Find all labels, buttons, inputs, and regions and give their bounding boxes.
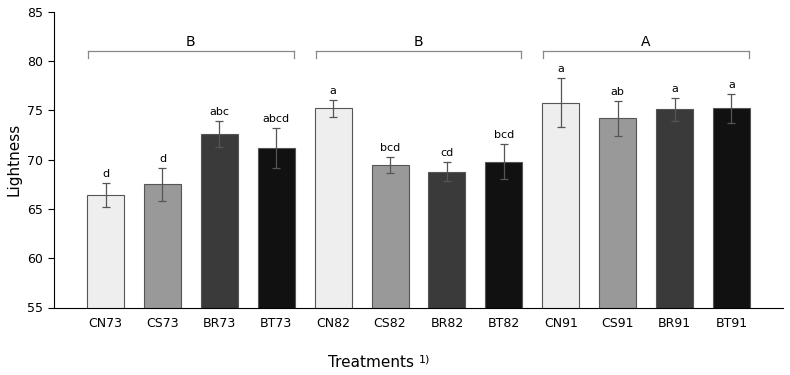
Text: abcd: abcd bbox=[263, 114, 290, 124]
Text: a: a bbox=[329, 86, 337, 96]
Bar bbox=[371, 165, 408, 375]
Bar bbox=[599, 118, 636, 375]
Bar bbox=[713, 108, 750, 375]
Text: d: d bbox=[102, 170, 109, 179]
Text: ab: ab bbox=[611, 87, 625, 97]
Text: a: a bbox=[728, 80, 735, 90]
Bar bbox=[87, 195, 124, 375]
Text: Treatments: Treatments bbox=[328, 355, 419, 370]
Text: d: d bbox=[159, 154, 166, 164]
Text: B: B bbox=[186, 35, 196, 50]
Bar bbox=[485, 162, 522, 375]
Bar bbox=[656, 110, 693, 375]
Bar bbox=[201, 134, 238, 375]
Bar bbox=[428, 171, 465, 375]
Bar bbox=[542, 103, 579, 375]
Text: a: a bbox=[671, 84, 678, 94]
Bar bbox=[314, 108, 352, 375]
Text: B: B bbox=[414, 35, 423, 50]
Text: bcd: bcd bbox=[380, 143, 401, 153]
Text: A: A bbox=[641, 35, 651, 50]
Bar bbox=[144, 184, 181, 375]
Text: 1): 1) bbox=[419, 355, 430, 365]
Bar bbox=[258, 148, 295, 375]
Text: a: a bbox=[557, 64, 564, 74]
Text: cd: cd bbox=[440, 148, 453, 158]
Text: bcd: bcd bbox=[494, 130, 514, 140]
Text: abc: abc bbox=[209, 107, 229, 117]
Y-axis label: Lightness: Lightness bbox=[7, 123, 22, 196]
